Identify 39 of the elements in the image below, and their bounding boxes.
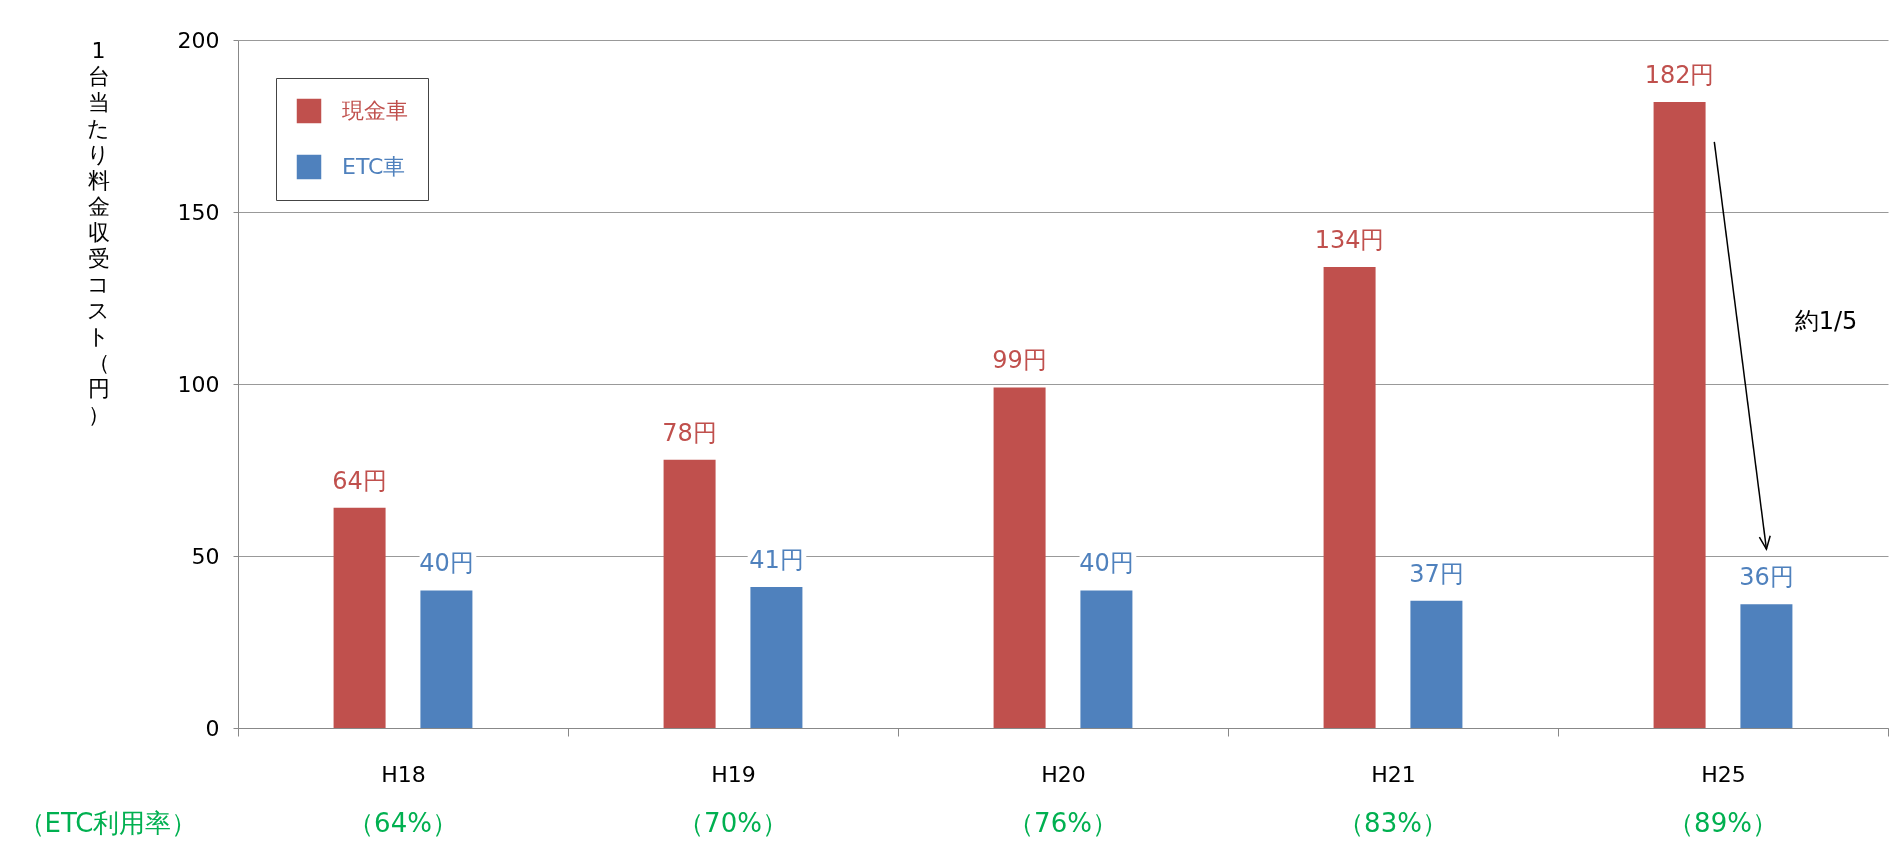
data-label: 182円 <box>1644 60 1715 89</box>
data-label: 78円 <box>662 418 717 447</box>
bar <box>420 590 473 728</box>
annotation: 約1/5 <box>1794 307 1858 336</box>
bar <box>333 507 386 728</box>
y-tick-label: 0 <box>205 715 220 741</box>
y-tick-label: 100 <box>177 371 220 397</box>
y-tick-label: 150 <box>177 199 220 225</box>
x-tick-label: H18 <box>381 761 426 787</box>
x-tick-label: H25 <box>1701 761 1746 787</box>
data-label: 64円 <box>332 466 387 495</box>
bar <box>1410 600 1463 728</box>
data-label: 40円 <box>1079 549 1134 578</box>
text: （64%） <box>348 808 458 838</box>
data-label: 36円 <box>1739 563 1794 592</box>
text: 1台当たり料金収受コスト（円） <box>87 37 110 427</box>
bar <box>663 459 716 728</box>
legend-label: 現金車 <box>342 98 408 123</box>
bar <box>993 387 1046 728</box>
data-label: 134円 <box>1314 226 1385 255</box>
y-tick-label: 200 <box>177 27 220 53</box>
text: （83%） <box>1338 808 1448 838</box>
legend-label: ETC車 <box>342 154 406 179</box>
bar <box>1323 267 1376 728</box>
bar <box>750 586 803 728</box>
bar <box>1653 101 1706 728</box>
bar <box>1080 590 1133 728</box>
x-tick-label: H19 <box>711 761 756 787</box>
text: （76%） <box>1008 808 1118 838</box>
bar <box>1740 604 1793 728</box>
data-label: 37円 <box>1409 559 1464 588</box>
x-tick-label: H20 <box>1041 761 1086 787</box>
data-label: 99円 <box>992 346 1047 375</box>
data-label: 40円 <box>419 549 474 578</box>
y-tick-label: 50 <box>191 543 220 569</box>
x-tick-label: H21 <box>1371 761 1416 787</box>
text: （70%） <box>678 808 788 838</box>
text: （ETC利用率） <box>18 808 198 838</box>
text: （89%） <box>1668 808 1778 838</box>
